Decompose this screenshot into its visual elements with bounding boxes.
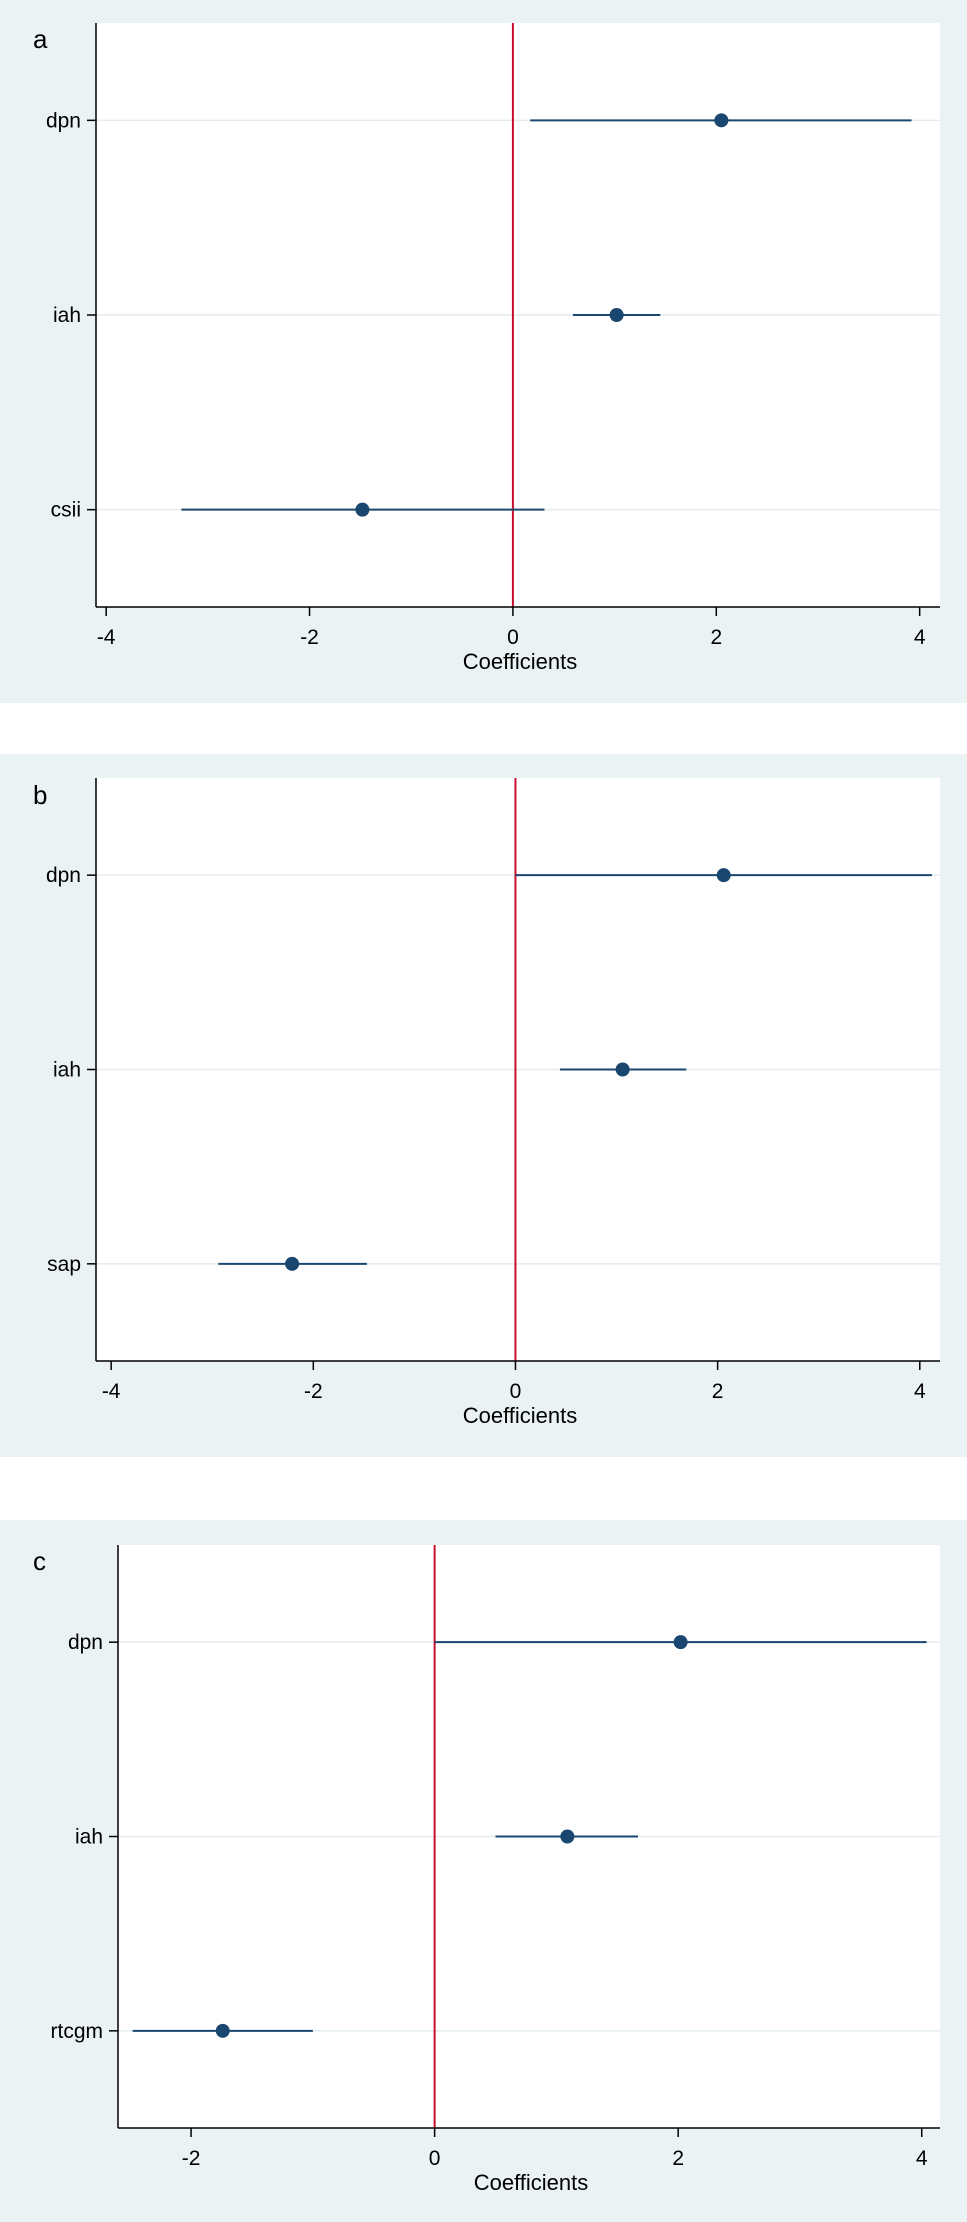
panel-label: b <box>33 780 48 810</box>
y-tick-label: dpn <box>68 1631 103 1654</box>
coefplot-chart-b: -4 -2 0 2 4 Coefficients dpn iah sap <box>46 778 940 1428</box>
coefplot-chart-a: -4 -2 0 2 4 Coefficients dpn iah csii <box>46 23 940 674</box>
x-tick-label: -2 <box>182 2147 201 2170</box>
panel-label: c <box>33 1546 46 1576</box>
y-tick-label: rtcgm <box>51 2020 104 2043</box>
coefficient-point-iah <box>609 308 624 322</box>
y-tick-label: iah <box>53 1059 81 1082</box>
coefficient-point-iah <box>615 1062 630 1077</box>
coefplot-panel-c: c -2 0 2 4 Coefficients dpn iah rtcgm <box>0 1520 967 2222</box>
coefficient-point-iah <box>560 1829 575 1844</box>
coefficient-point-dpn <box>673 1635 688 1650</box>
coefplot-chart-c: -2 0 2 4 Coefficients dpn iah rtcgm <box>51 1545 940 2195</box>
x-tick-label: 0 <box>429 2147 441 2170</box>
x-tick-label: -4 <box>97 626 116 649</box>
y-tick-label: dpn <box>46 109 81 132</box>
x-tick-label: 2 <box>710 626 722 649</box>
coefplot-panel-a: a -4 -2 0 2 4 Coefficients dpn iah csii <box>0 0 967 703</box>
coefplot-panel-b: b -4 -2 0 2 4 Coefficients dpn iah sap <box>0 754 967 1457</box>
coefficient-point-rtcgm <box>215 2023 230 2038</box>
x-tick-label: 4 <box>916 2147 928 2170</box>
panel-label: a <box>33 24 48 54</box>
x-tick-label: 4 <box>914 626 926 649</box>
coefficient-point-dpn <box>714 113 729 128</box>
x-axis-title: Coefficients <box>463 649 578 674</box>
y-tick-label: sap <box>47 1253 81 1276</box>
coefficient-point-sap <box>285 1256 300 1271</box>
x-tick-label: 0 <box>510 1380 522 1403</box>
y-tick-label: iah <box>75 1826 103 1849</box>
x-axis-title: Coefficients <box>474 2170 589 2195</box>
y-tick-label: csii <box>51 499 81 522</box>
x-tick-label: 4 <box>914 1380 926 1403</box>
y-tick-label: iah <box>53 304 81 327</box>
x-tick-label: -4 <box>102 1380 121 1403</box>
x-tick-label: 2 <box>712 1380 724 1403</box>
x-axis-title: Coefficients <box>463 1403 578 1428</box>
x-tick-label: -2 <box>300 626 319 649</box>
coefficient-point-dpn <box>716 868 731 883</box>
x-tick-label: -2 <box>304 1380 323 1403</box>
x-tick-label: 2 <box>672 2147 684 2170</box>
y-tick-label: dpn <box>46 864 81 887</box>
x-tick-label: 0 <box>507 626 519 649</box>
coefficient-point-csii <box>355 502 370 517</box>
